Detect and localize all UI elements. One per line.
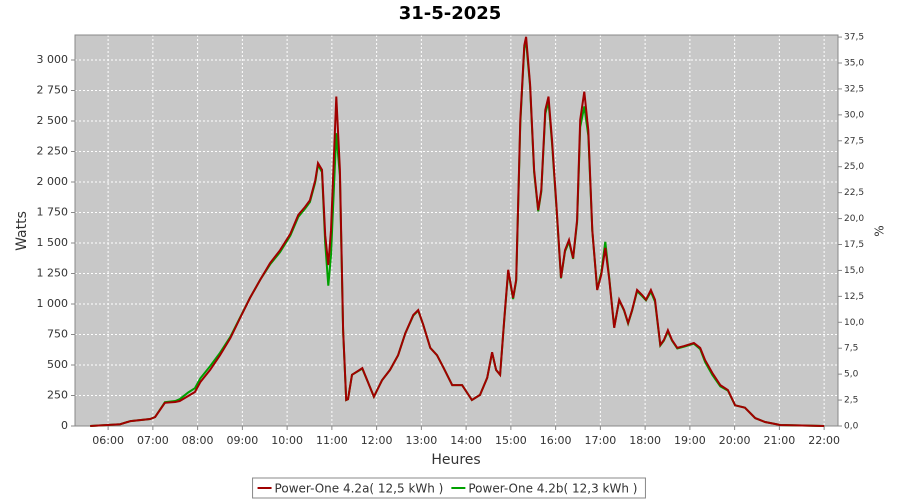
y-tick-label: 0 <box>61 419 68 432</box>
y2-tick-label: 25,0 <box>844 162 864 172</box>
y-tick-label: 2 250 <box>37 145 69 158</box>
y2-tick-label: 32,5 <box>844 84 864 94</box>
x-tick-label: 21:00 <box>764 434 796 447</box>
y2-tick-label: 22,5 <box>844 188 864 198</box>
y2-tick-label: 20,0 <box>844 214 864 224</box>
x-tick-label: 06:00 <box>92 434 124 447</box>
legend-label: Power-One 4.2b( 12,3 kWh ) <box>468 482 637 496</box>
y2-tick-label: 5,0 <box>844 370 859 380</box>
y2-tick-label: 12,5 <box>844 292 864 302</box>
chart-title: 31-5-2025 <box>399 3 502 24</box>
x-tick-label: 09:00 <box>227 434 259 447</box>
plot-border <box>74 34 839 427</box>
x-tick-label: 18:00 <box>629 434 661 447</box>
y-tick-label: 1 250 <box>37 267 69 280</box>
series-line <box>90 36 825 427</box>
x-tick-label: 13:00 <box>406 434 438 447</box>
y2-tick-label: 35,0 <box>844 59 864 69</box>
y2-tick-label: 17,5 <box>844 240 864 250</box>
y2-tick-label: 27,5 <box>844 136 864 146</box>
y-tick-label: 250 <box>47 389 68 402</box>
x-tick-label: 10:00 <box>271 434 303 447</box>
x-tick-label: 19:00 <box>674 434 706 447</box>
y-tick-label: 2 750 <box>37 84 69 97</box>
x-tick-label: 12:00 <box>361 434 393 447</box>
y2-tick-label: 0,0 <box>844 422 859 432</box>
legend-label: Power-One 4.2a( 12,5 kWh ) <box>275 482 444 496</box>
y2-tick-label: 10,0 <box>844 318 864 328</box>
y2-tick-label: 2,5 <box>844 396 858 406</box>
x-tick-label: 22:00 <box>808 434 840 447</box>
y2-tick-label: 37,5 <box>844 33 864 43</box>
y-tick-label: 1 750 <box>37 206 69 219</box>
plot-area <box>75 35 838 426</box>
y-tick-label: 1 500 <box>37 236 69 249</box>
y2-tick-label: 7,5 <box>844 344 858 354</box>
y2-tick-label: 30,0 <box>844 110 864 120</box>
x-tick-label: 08:00 <box>182 434 214 447</box>
y2-axis-title: % <box>873 225 887 236</box>
x-tick-label: 07:00 <box>137 434 169 447</box>
x-tick-label: 14:00 <box>450 434 482 447</box>
x-tick-label: 15:00 <box>495 434 527 447</box>
y-tick-label: 750 <box>47 328 68 341</box>
y-tick-label: 1 000 <box>37 297 69 310</box>
y-tick-label: 500 <box>47 358 68 371</box>
x-axis-title: Heures <box>431 452 480 468</box>
y-axis-title: Watts <box>14 211 30 251</box>
x-tick-label: 17:00 <box>585 434 617 447</box>
x-tick-label: 16:00 <box>540 434 572 447</box>
x-tick-label: 11:00 <box>316 434 348 447</box>
legend <box>252 477 646 499</box>
y2-tick-label: 15,0 <box>844 266 864 276</box>
y-tick-label: 2 500 <box>37 114 69 127</box>
y-tick-label: 3 000 <box>37 53 69 66</box>
x-tick-label: 20:00 <box>719 434 751 447</box>
y-tick-label: 2 000 <box>37 175 69 188</box>
